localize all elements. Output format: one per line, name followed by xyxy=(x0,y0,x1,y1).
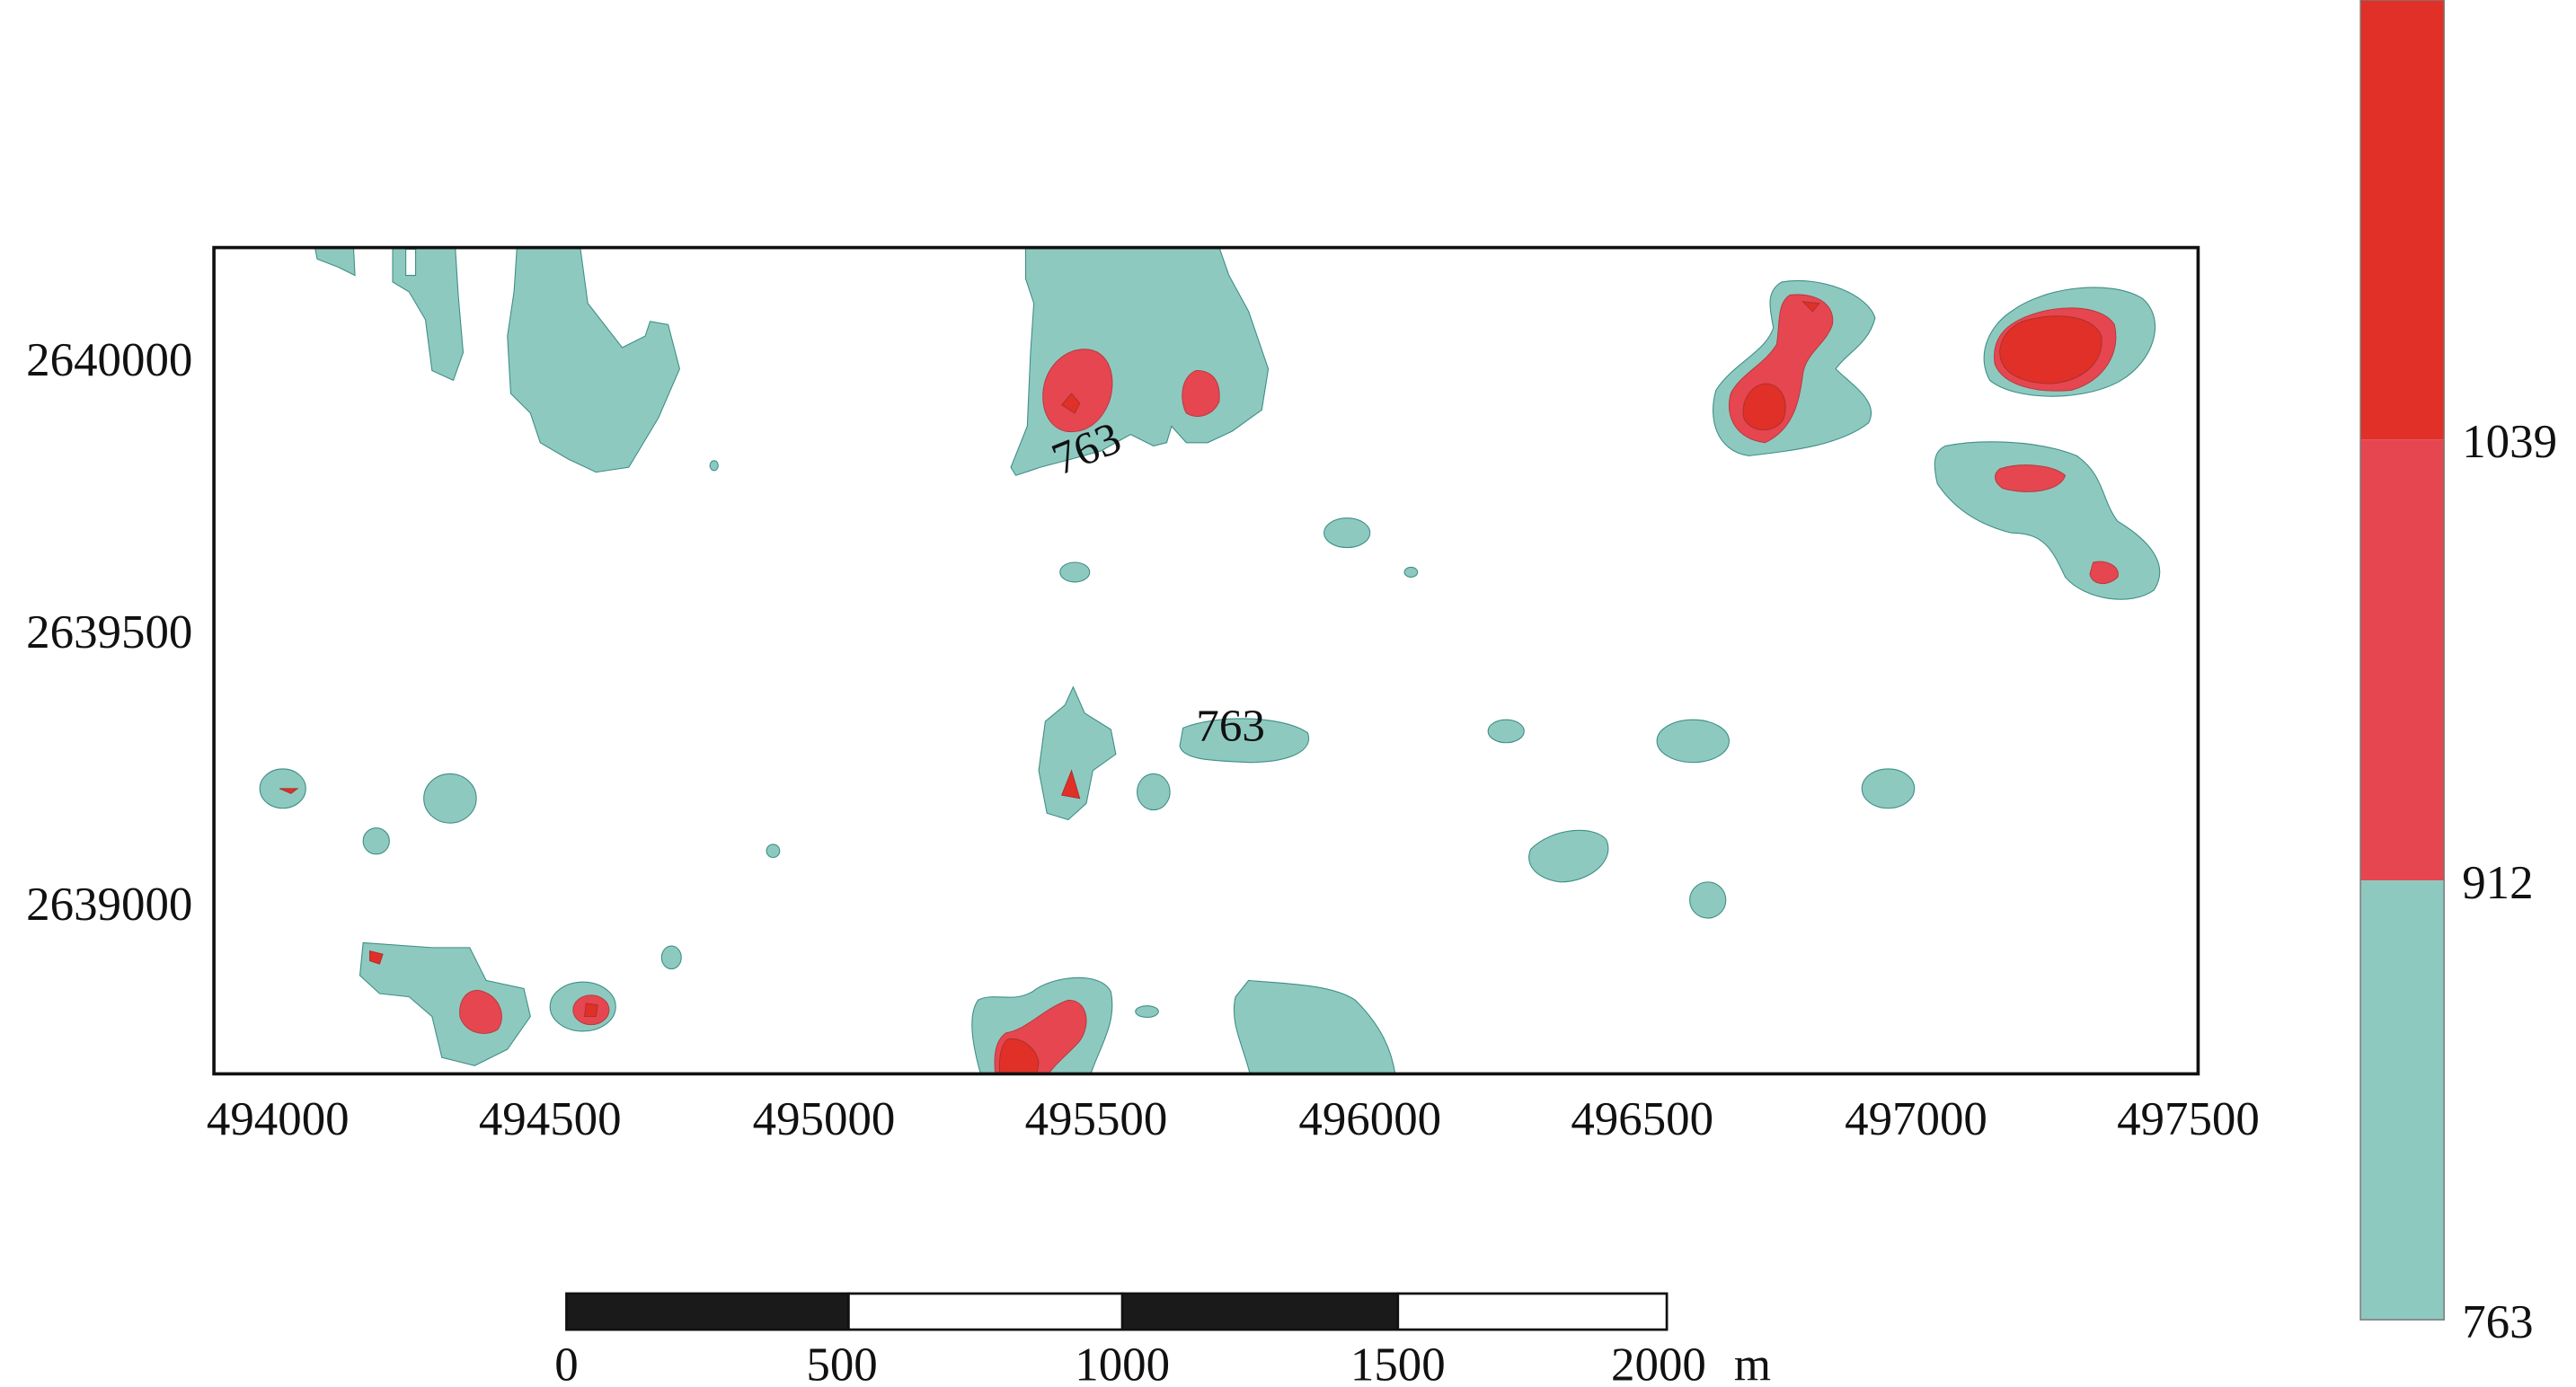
anomaly-area xyxy=(766,844,781,859)
scale-label: 2000 xyxy=(1611,1339,1706,1387)
anomaly-area xyxy=(1656,719,1730,764)
legend-band-low xyxy=(2360,880,2445,1321)
y-tick-label: 2639000 xyxy=(26,879,192,931)
anomaly-area xyxy=(1689,881,1727,919)
anomaly-area xyxy=(998,1038,1040,1074)
legend-band-high xyxy=(2360,0,2445,440)
anomaly-area xyxy=(1999,315,2102,384)
anomaly-area xyxy=(1742,383,1786,431)
anomaly-area xyxy=(2089,561,2119,584)
x-tick-label: 497500 xyxy=(2117,1093,2260,1145)
scale-label: 1000 xyxy=(1075,1339,1170,1387)
anomaly-area xyxy=(1182,370,1220,417)
anomaly-area xyxy=(1137,773,1171,811)
x-axis: 494000 494500 495000 495500 496000 49650… xyxy=(207,1093,2260,1145)
legend-label: 912 xyxy=(2462,857,2533,909)
anomaly-area xyxy=(1059,561,1091,583)
anomaly-area xyxy=(507,247,680,473)
contour-label: 763 xyxy=(1196,701,1265,752)
anomaly-area xyxy=(709,460,719,472)
y-axis: 2640000 2639500 2639000 xyxy=(26,334,192,931)
x-tick-label: 496000 xyxy=(1298,1093,1441,1145)
anomaly-area xyxy=(1801,301,1820,313)
anomaly-area xyxy=(459,989,502,1034)
y-tick-label: 2639500 xyxy=(26,606,192,658)
anomaly-area xyxy=(314,247,356,277)
anomaly-area xyxy=(1135,1005,1159,1018)
map-frame xyxy=(212,245,2200,1076)
anomaly-area xyxy=(1934,441,2161,600)
anomaly-area xyxy=(359,941,531,1066)
x-tick-label: 495500 xyxy=(1025,1093,1168,1145)
scale-bar: 0 500 1000 1500 2000 m xyxy=(554,1292,1771,1387)
color-legend: 1039 912 763 xyxy=(2359,0,2557,1348)
x-tick-label: 497000 xyxy=(1845,1093,1987,1145)
anomaly-area xyxy=(1323,517,1371,549)
anomaly-area xyxy=(1179,718,1310,764)
anomaly-area xyxy=(1403,566,1419,578)
y-tick-label: 2640000 xyxy=(26,334,192,386)
anomaly-area xyxy=(1061,769,1081,800)
scale-label: 0 xyxy=(554,1339,578,1387)
legend-label: 763 xyxy=(2462,1296,2533,1348)
x-tick-label: 495000 xyxy=(753,1093,896,1145)
anomaly-area xyxy=(1038,685,1117,821)
anomaly-area xyxy=(279,788,299,794)
scale-unit: m xyxy=(1734,1339,1771,1387)
anomaly-area xyxy=(1487,719,1525,744)
anomaly-area xyxy=(1861,768,1916,809)
anomaly-area xyxy=(1060,393,1081,414)
x-tick-label: 496500 xyxy=(1571,1093,1713,1145)
anomaly-area xyxy=(423,773,477,824)
scale-label: 1500 xyxy=(1350,1339,1446,1387)
anomaly-area xyxy=(1995,464,2067,492)
anomaly-area xyxy=(1528,829,1609,883)
anomaly-area xyxy=(584,1003,598,1017)
scale-label: 500 xyxy=(806,1339,877,1387)
anomaly-area xyxy=(369,950,384,965)
x-tick-label: 494500 xyxy=(479,1093,622,1145)
x-tick-label: 494000 xyxy=(207,1093,350,1145)
anomaly-area xyxy=(660,945,682,970)
anomaly-area xyxy=(1233,979,1396,1074)
anomaly-area xyxy=(1042,349,1113,433)
anomaly-area xyxy=(362,827,390,855)
anomaly-area xyxy=(392,247,465,382)
legend-band-mid xyxy=(2360,439,2445,881)
legend-label: 1039 xyxy=(2462,416,2557,468)
contour-areas xyxy=(259,247,2161,1074)
